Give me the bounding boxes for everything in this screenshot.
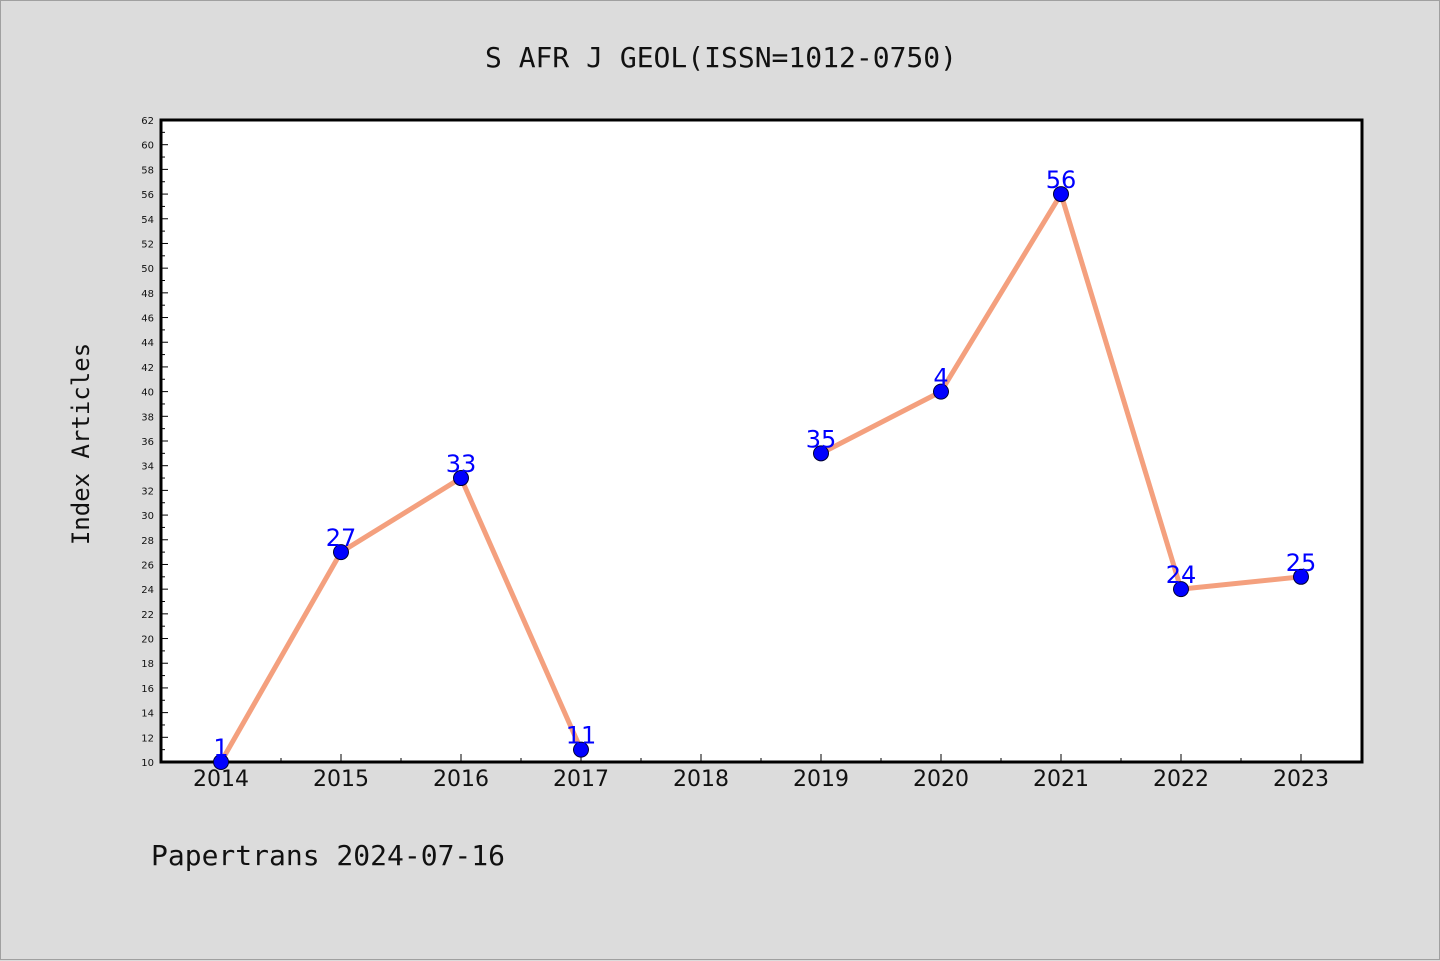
x-tick-label: 2016: [433, 767, 489, 792]
x-tick-label: 2018: [673, 767, 729, 792]
data-point: [333, 544, 349, 561]
data-point: [453, 470, 469, 487]
y-axis-label: Index Articles: [67, 343, 95, 545]
y-tick-label: 10: [141, 758, 154, 769]
y-tick-label: 58: [141, 165, 154, 176]
y-tick-label: 26: [141, 560, 154, 571]
y-tick-label: 48: [141, 289, 154, 300]
y-tick-label: 38: [141, 412, 154, 423]
chart-title: S AFR J GEOL(ISSN=1012-0750): [485, 41, 957, 74]
data-label: 35: [806, 425, 837, 453]
y-tick-label: 30: [141, 511, 154, 522]
x-tick-label: 2017: [553, 767, 609, 792]
y-tick-label: 50: [141, 264, 154, 275]
data-label: 11: [566, 722, 597, 750]
y-tick-label: 20: [141, 635, 154, 646]
data-labels: 1 27 33 11 35 4 56 24 25: [213, 166, 1316, 762]
y-tick-label: 18: [141, 659, 154, 670]
y-tick-label: 16: [141, 684, 154, 695]
data-point: [1293, 568, 1309, 585]
data-point: [1173, 581, 1189, 598]
y-tick-label: 14: [141, 709, 154, 720]
data-label: 33: [446, 450, 477, 478]
y-tick-label: 22: [141, 610, 154, 621]
data-label: 1: [213, 734, 228, 762]
data-point: [933, 383, 949, 400]
x-tick-label: 2014: [193, 767, 249, 792]
y-tick-label: 28: [141, 536, 154, 547]
footer-caption: Papertrans 2024-07-16: [151, 839, 505, 872]
axis-ticks: 1012141618202224262830323436384042444648…: [141, 116, 1329, 792]
y-tick-label: 44: [141, 338, 154, 349]
data-point: [1053, 186, 1069, 203]
y-tick-label: 62: [141, 116, 154, 127]
y-tick-label: 40: [141, 388, 154, 399]
y-tick-label: 24: [141, 585, 154, 596]
y-tick-label: 60: [141, 141, 154, 152]
x-tick-label: 2015: [313, 767, 369, 792]
y-tick-label: 12: [141, 733, 154, 744]
y-tick-label: 52: [141, 239, 154, 250]
y-tick-label: 34: [141, 462, 154, 473]
data-point: [213, 754, 229, 770]
data-label: 24: [1166, 561, 1197, 589]
x-tick-label: 2020: [913, 767, 969, 792]
y-tick-label: 36: [141, 437, 154, 448]
y-tick-label: 54: [141, 215, 154, 226]
x-tick-label: 2019: [793, 767, 849, 792]
x-tick-label: 2023: [1273, 767, 1329, 792]
data-point: [573, 741, 589, 758]
series-markers: [213, 186, 1309, 770]
series-line: [218, 475, 584, 765]
data-label: 27: [326, 524, 357, 552]
x-tick-label: 2021: [1033, 767, 1089, 792]
data-label: 25: [1286, 549, 1317, 577]
y-tick-label: 42: [141, 363, 154, 374]
x-tick-label: 2022: [1153, 767, 1209, 792]
y-tick-label: 32: [141, 486, 154, 497]
data-point: [813, 445, 829, 462]
data-label: 56: [1046, 166, 1077, 194]
data-label: 4: [933, 364, 948, 392]
y-tick-label: 56: [141, 190, 154, 201]
plot-area: [159, 118, 1364, 764]
y-tick-label: 46: [141, 314, 154, 325]
